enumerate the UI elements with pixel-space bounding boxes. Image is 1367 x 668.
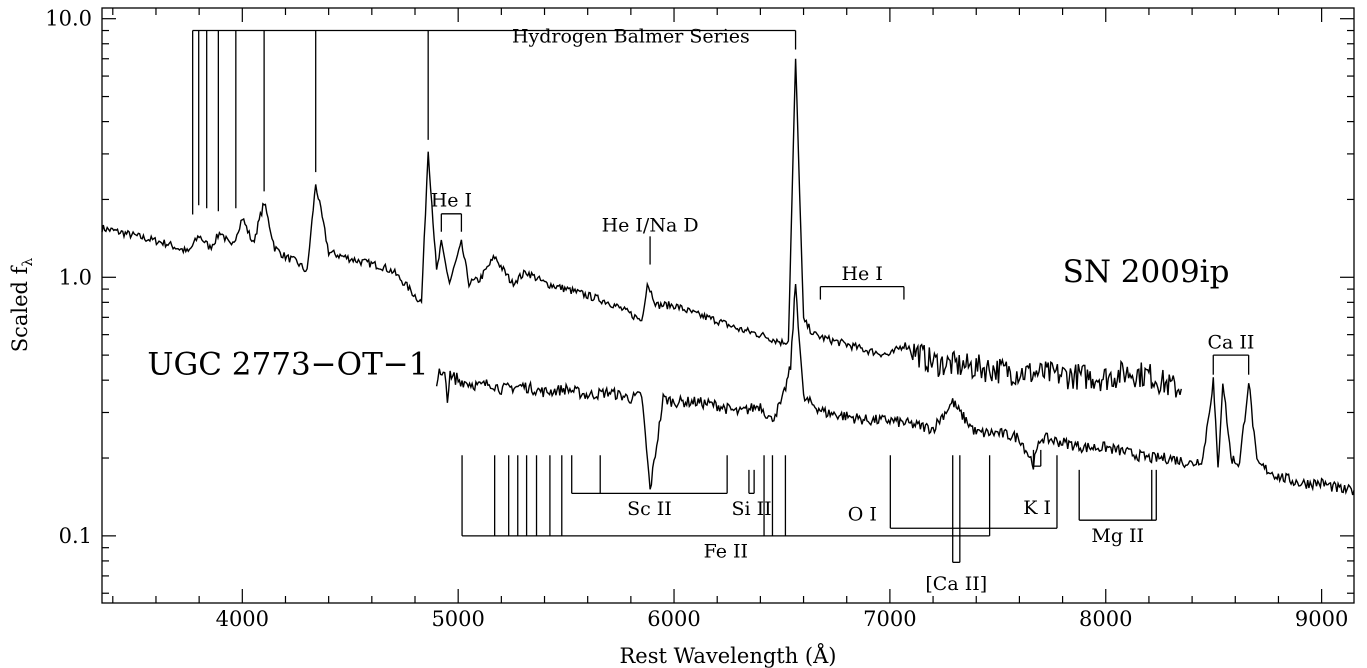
x-tick-label: 9000 bbox=[1295, 607, 1348, 631]
bracket-label: Si II bbox=[731, 498, 771, 520]
y-tick-label: 1.0 bbox=[59, 265, 92, 289]
x-axis-title: Rest Wavelength (Å) bbox=[619, 643, 836, 668]
bracket-label: O I bbox=[848, 503, 877, 525]
y-axis-title: Scaled fλ bbox=[8, 258, 36, 353]
bracket-label: [Ca II] bbox=[925, 573, 987, 595]
y-tick-label: 0.1 bbox=[59, 524, 92, 548]
single-marker-label: He I/Na D bbox=[602, 215, 699, 237]
y-axis-title-main: Scaled f bbox=[8, 264, 32, 352]
bracket-label: He I bbox=[841, 263, 882, 285]
x-tick-label: 4000 bbox=[216, 607, 269, 631]
x-tick-label: 8000 bbox=[1079, 607, 1132, 631]
series-line bbox=[435, 283, 1355, 496]
series-label: SN 2009ip bbox=[1063, 254, 1230, 290]
plot-frame bbox=[101, 7, 1355, 604]
bracket-label: He I bbox=[431, 190, 472, 212]
bracket-label: Fe II bbox=[704, 541, 748, 563]
bracket-label: Mg II bbox=[1091, 525, 1144, 547]
y-axis-title-subscript: λ bbox=[20, 258, 36, 267]
series-line bbox=[101, 58, 1182, 398]
x-tick-label: 7000 bbox=[863, 607, 916, 631]
x-tick-label: 5000 bbox=[431, 607, 484, 631]
line-identifications: Hydrogen Balmer Series He I He I Ca II Sc II… bbox=[192, 25, 1254, 595]
spectrum-series: SN 2009ip UGC 2773−OT−1 bbox=[101, 58, 1355, 496]
y-tick-label: 10.0 bbox=[45, 7, 92, 31]
series-label: UGC 2773−OT−1 bbox=[147, 347, 428, 383]
x-tick-label: 6000 bbox=[647, 607, 700, 631]
axis-ticks: 4000 5000 6000 7000 8000 9000 0.1 1.0 10.0 bbox=[45, 7, 1354, 631]
balmer-label: Hydrogen Balmer Series bbox=[512, 25, 750, 47]
bracket-label: K I bbox=[1023, 497, 1051, 519]
bracket-label: Ca II bbox=[1207, 331, 1254, 353]
bracket-label: Sc II bbox=[627, 498, 672, 520]
